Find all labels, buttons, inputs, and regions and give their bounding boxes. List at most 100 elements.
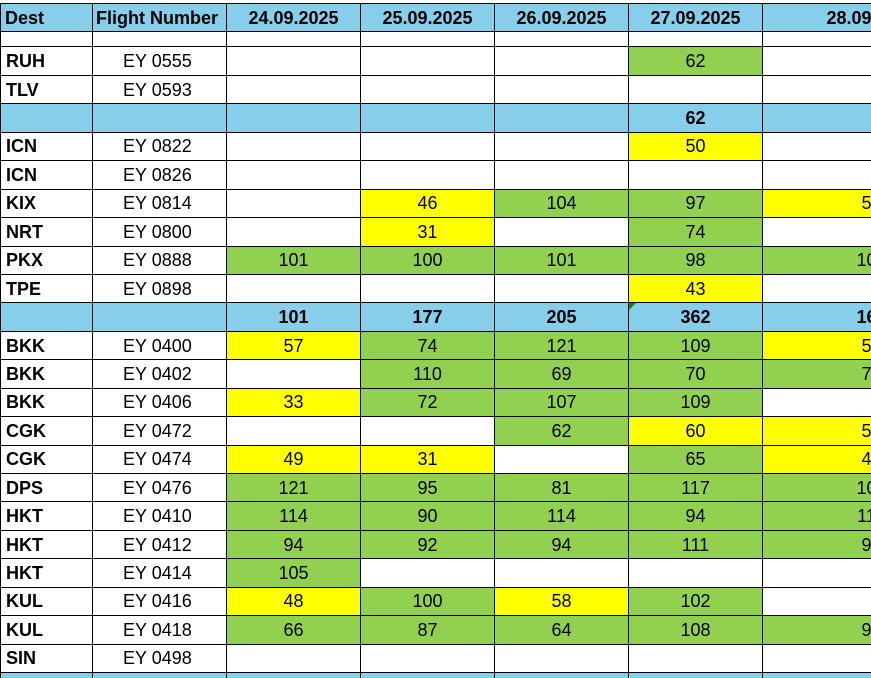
passenger-count-cell[interactable]: 105 <box>226 558 361 588</box>
header-date[interactable]: 26.09.2025 <box>494 2 629 33</box>
passenger-count-cell[interactable]: 58 <box>762 188 871 219</box>
dest-cell[interactable]: BKK <box>0 387 93 418</box>
passenger-count-cell[interactable] <box>226 131 361 162</box>
subtotal-cell[interactable]: 751 <box>360 672 495 678</box>
dest-cell[interactable]: TLV <box>0 74 93 105</box>
subtotal-blank-cell[interactable] <box>0 672 93 678</box>
passenger-count-cell[interactable]: 104 <box>494 188 629 219</box>
passenger-count-cell[interactable]: 114 <box>762 501 871 531</box>
passenger-count-cell[interactable] <box>762 74 871 105</box>
passenger-count-cell[interactable] <box>226 160 361 190</box>
passenger-count-cell[interactable]: 90 <box>360 501 495 531</box>
flight-number-cell[interactable]: EY 0555 <box>92 46 227 76</box>
passenger-count-cell[interactable]: 105 <box>762 245 871 275</box>
passenger-count-cell[interactable] <box>628 643 763 674</box>
passenger-count-cell[interactable] <box>762 160 871 190</box>
header-date[interactable]: 25.09.2025 <box>360 2 495 33</box>
passenger-count-cell[interactable]: 107 <box>762 472 871 503</box>
passenger-count-cell[interactable]: 111 <box>628 529 763 560</box>
passenger-count-cell[interactable] <box>226 359 361 389</box>
subtotal-cell[interactable]: 687 <box>226 672 361 678</box>
passenger-count-cell[interactable] <box>360 416 495 446</box>
passenger-count-cell[interactable]: 58 <box>494 586 629 617</box>
passenger-count-cell[interactable]: 100 <box>360 586 495 617</box>
dest-cell[interactable]: HKT <box>0 529 93 560</box>
dest-cell[interactable]: BKK <box>0 359 93 389</box>
passenger-count-cell[interactable]: 94 <box>628 501 763 531</box>
cell[interactable] <box>494 31 629 48</box>
dest-cell[interactable]: SIN <box>0 643 93 674</box>
passenger-count-cell[interactable]: 50 <box>628 131 763 162</box>
flight-number-cell[interactable]: EY 0412 <box>92 529 227 560</box>
cell[interactable] <box>226 31 361 48</box>
passenger-count-cell[interactable]: 108 <box>628 615 763 645</box>
passenger-count-cell[interactable] <box>494 558 629 588</box>
subtotal-cell[interactable]: 640 <box>762 672 871 678</box>
passenger-count-cell[interactable]: 100 <box>360 245 495 275</box>
subtotal-blank-cell[interactable] <box>92 672 227 678</box>
subtotal-cell[interactable] <box>494 103 629 133</box>
header-date[interactable]: 27.09.2025 <box>628 2 763 33</box>
passenger-count-cell[interactable]: 93 <box>762 615 871 645</box>
passenger-count-cell[interactable]: 121 <box>226 472 361 503</box>
passenger-count-cell[interactable]: 95 <box>360 472 495 503</box>
flight-number-cell[interactable]: EY 0474 <box>92 444 227 475</box>
passenger-count-cell[interactable] <box>226 273 361 304</box>
passenger-count-cell[interactable] <box>762 273 871 304</box>
passenger-count-cell[interactable]: 65 <box>628 444 763 475</box>
flight-number-cell[interactable]: EY 0472 <box>92 416 227 446</box>
passenger-count-cell[interactable]: 101 <box>226 245 361 275</box>
flight-number-cell[interactable]: EY 0593 <box>92 74 227 105</box>
passenger-count-cell[interactable]: 64 <box>494 615 629 645</box>
header-dest[interactable]: Dest <box>0 2 93 33</box>
passenger-count-cell[interactable] <box>494 643 629 674</box>
passenger-count-cell[interactable]: 114 <box>226 501 361 531</box>
passenger-count-cell[interactable] <box>226 643 361 674</box>
dest-cell[interactable]: KIX <box>0 188 93 219</box>
flight-number-cell[interactable]: EY 0800 <box>92 217 227 247</box>
passenger-count-cell[interactable]: 109 <box>628 387 763 418</box>
passenger-count-cell[interactable]: 72 <box>762 359 871 389</box>
dest-cell[interactable]: HKT <box>0 501 93 531</box>
flight-number-cell[interactable]: EY 0406 <box>92 387 227 418</box>
passenger-count-cell[interactable] <box>360 74 495 105</box>
passenger-count-cell[interactable] <box>628 160 763 190</box>
passenger-count-cell[interactable] <box>762 586 871 617</box>
subtotal-cell[interactable]: 770 <box>494 672 629 678</box>
subtotal-cell[interactable]: 101 <box>226 302 361 332</box>
passenger-count-cell[interactable]: 102 <box>628 586 763 617</box>
cell[interactable] <box>92 31 227 48</box>
passenger-count-cell[interactable] <box>762 558 871 588</box>
dest-cell[interactable]: TPE <box>0 273 93 304</box>
subtotal-blank-cell[interactable] <box>92 302 227 332</box>
subtotal-blank-cell[interactable] <box>0 103 93 133</box>
passenger-count-cell[interactable]: 60 <box>628 416 763 446</box>
flight-number-cell[interactable]: EY 0416 <box>92 586 227 617</box>
passenger-count-cell[interactable]: 49 <box>762 444 871 475</box>
passenger-count-cell[interactable]: 72 <box>360 387 495 418</box>
dest-cell[interactable]: ICN <box>0 160 93 190</box>
passenger-count-cell[interactable] <box>360 273 495 304</box>
flight-number-cell[interactable]: EY 0418 <box>92 615 227 645</box>
subtotal-cell[interactable] <box>762 103 871 133</box>
passenger-count-cell[interactable] <box>494 444 629 475</box>
passenger-count-cell[interactable]: 110 <box>360 359 495 389</box>
passenger-count-cell[interactable]: 107 <box>494 387 629 418</box>
cell[interactable] <box>628 31 763 48</box>
passenger-count-cell[interactable] <box>762 387 871 418</box>
subtotal-blank-cell[interactable] <box>0 302 93 332</box>
passenger-count-cell[interactable]: 52 <box>762 416 871 446</box>
dest-cell[interactable]: RUH <box>0 46 93 76</box>
passenger-count-cell[interactable]: 94 <box>762 529 871 560</box>
passenger-count-cell[interactable]: 70 <box>628 359 763 389</box>
flight-number-cell[interactable]: EY 0888 <box>92 245 227 275</box>
cell[interactable] <box>762 31 871 48</box>
passenger-count-cell[interactable]: 46 <box>360 188 495 219</box>
flight-number-cell[interactable]: EY 0476 <box>92 472 227 503</box>
cell[interactable] <box>0 31 93 48</box>
passenger-count-cell[interactable] <box>360 131 495 162</box>
passenger-count-cell[interactable] <box>360 46 495 76</box>
flight-number-cell[interactable]: EY 0414 <box>92 558 227 588</box>
dest-cell[interactable]: CGK <box>0 416 93 446</box>
passenger-count-cell[interactable] <box>494 74 629 105</box>
